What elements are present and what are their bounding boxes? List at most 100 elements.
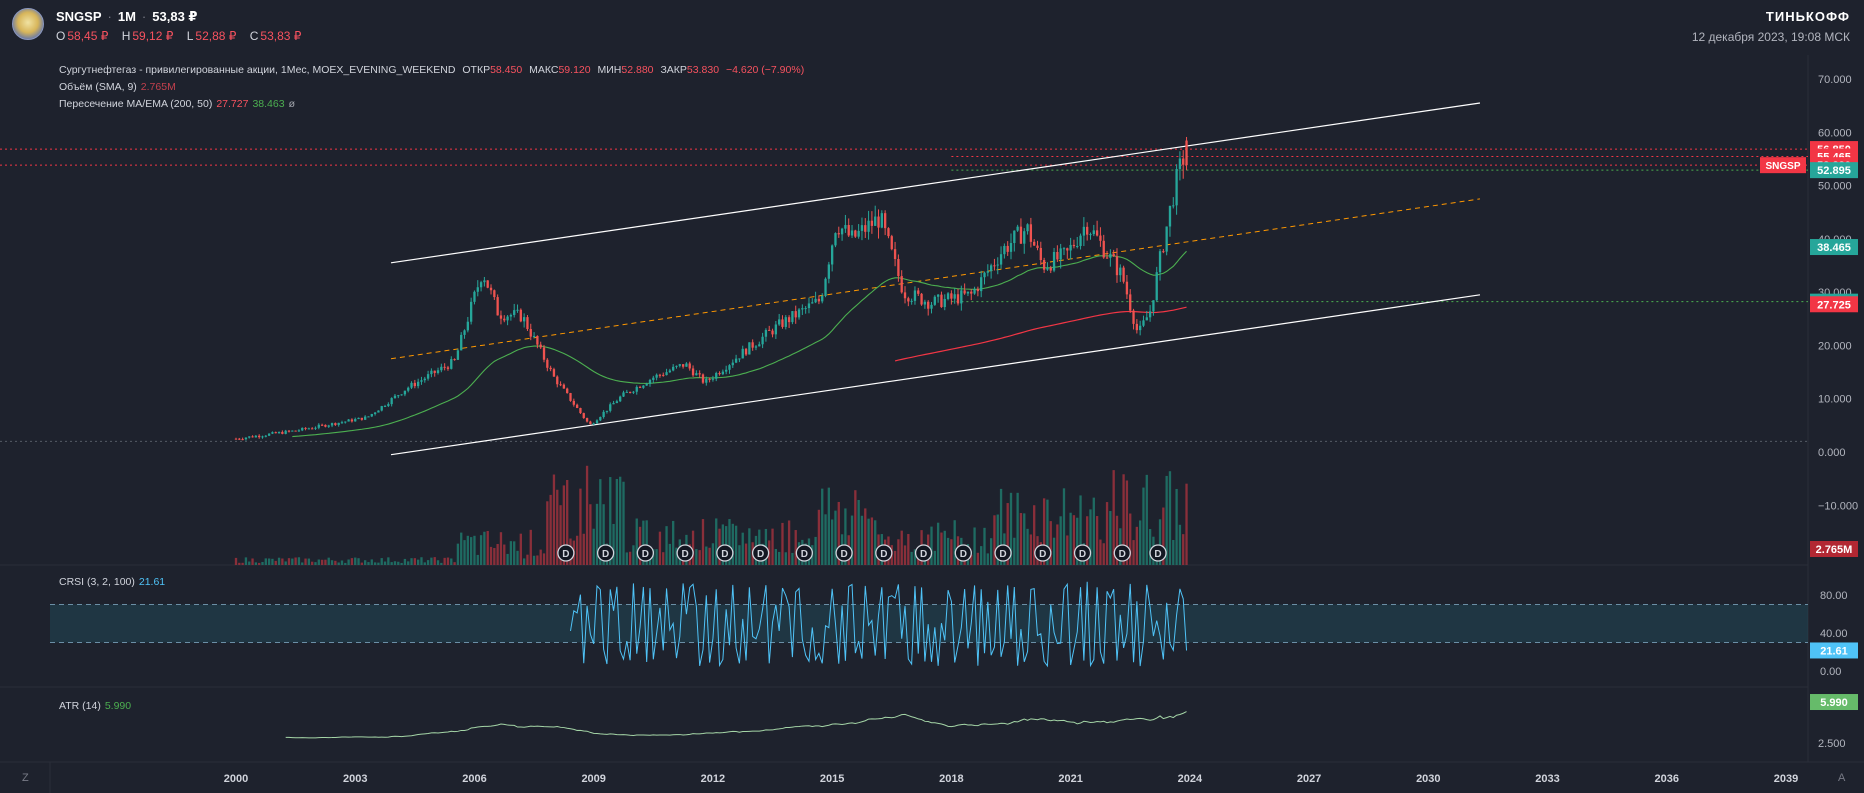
legend-crsi[interactable]: CRSI (3, 2, 100) 21.61: [59, 576, 169, 588]
price-label-text: 52.895: [1817, 165, 1851, 177]
volume-bar: [287, 558, 291, 565]
channel-mid-line: [390, 198, 1481, 360]
volume-bar: [403, 558, 407, 565]
candle-body: [619, 396, 622, 402]
legend-volume-value: 2.765M: [140, 81, 176, 93]
volume-bar: [625, 552, 628, 565]
price-tick-label: 70.000: [1818, 74, 1852, 86]
volume-bar: [261, 561, 264, 565]
candle-body: [781, 319, 784, 327]
dividend-circle: [557, 544, 575, 562]
candle-body: [625, 391, 628, 393]
interval[interactable]: 1M: [117, 9, 136, 24]
volume-bar: [602, 504, 605, 565]
volume-bar: [850, 515, 854, 565]
legend-ma-value2: 38.463: [252, 98, 285, 110]
volume-bar: [463, 540, 466, 565]
volume-bar: [870, 517, 874, 565]
candle-body: [403, 390, 407, 395]
volume-bar: [436, 560, 440, 565]
candle-body: [476, 287, 479, 292]
candle-body: [1165, 226, 1168, 252]
legend-main[interactable]: Сургутнефтегаз - привилегированные акции…: [59, 64, 808, 76]
candle-body: [960, 290, 963, 304]
company-logo: [12, 8, 44, 40]
legend-atr[interactable]: ATR (14) 5.990: [59, 700, 135, 712]
candle-body: [824, 278, 827, 296]
volume-bar: [999, 488, 1003, 565]
candle-body: [1178, 158, 1182, 169]
candle-body: [1129, 294, 1132, 311]
auto-scale-button[interactable]: A: [1838, 772, 1846, 784]
candle-body: [953, 294, 956, 299]
candle-body: [337, 422, 340, 425]
volume-bar: [635, 518, 638, 565]
candle-body: [248, 436, 251, 438]
time-tick-label: 2018: [939, 773, 963, 785]
price-label-box: [1810, 296, 1858, 313]
candle-body: [1115, 256, 1119, 276]
zoom-button[interactable]: Z: [22, 772, 29, 784]
symbol-line[interactable]: SNGSP · 1M · 53,83 ₽: [56, 9, 198, 24]
candle-body: [602, 411, 605, 418]
volume-bar: [854, 490, 857, 565]
volume-bar: [271, 558, 274, 565]
candle-body: [986, 271, 989, 273]
legend-crsi-value: 21.61: [138, 576, 166, 588]
candle-body: [890, 236, 893, 250]
crsi-tick-label: 80.00: [1820, 590, 1848, 602]
candle-body: [1086, 226, 1089, 235]
candle-body: [1135, 323, 1139, 331]
candle-body: [1039, 247, 1042, 261]
legend-volume[interactable]: Объём (SMA, 9) 2.765M: [59, 81, 180, 93]
volume-bar: [989, 538, 993, 565]
dividend-marker: D: [954, 544, 972, 562]
volume-bar: [748, 528, 751, 565]
legend-volume-label: Объём (SMA, 9): [59, 81, 137, 93]
candle-body: [251, 436, 254, 438]
volume-bar: [791, 552, 794, 565]
candle-body: [688, 363, 691, 369]
candle-body: [681, 364, 685, 367]
dividend-letter: D: [757, 549, 764, 560]
volume-bar: [976, 552, 980, 565]
volume-bar: [248, 561, 251, 565]
candle-body: [499, 315, 503, 319]
candle-body: [519, 309, 522, 322]
price-label-text: 38.465: [1817, 242, 1851, 254]
volume-bar: [234, 557, 238, 565]
volume-bar: [860, 515, 864, 565]
ohlc-high: 59,12 ₽: [132, 29, 174, 43]
candle-body: [956, 294, 960, 304]
volume-bar: [592, 528, 595, 565]
volume-bar: [373, 562, 377, 565]
price-label: 21.61: [1810, 642, 1858, 659]
atr-tick-label: 2.500: [1818, 738, 1846, 750]
candle-body: [910, 300, 913, 302]
price-label: 5.990: [1810, 694, 1858, 711]
candle-body: [592, 423, 595, 425]
ema-50-line: [292, 250, 1187, 438]
candle-body: [536, 335, 539, 345]
dividend-circle: [596, 544, 615, 562]
legend-ma[interactable]: Пересечение MA/EMA (200, 50) 27.727 38.463…: [59, 98, 299, 110]
volume-bar: [509, 541, 513, 565]
candle-body: [582, 413, 585, 419]
volume-bar: [251, 558, 254, 565]
symbol[interactable]: SNGSP: [56, 9, 102, 24]
volume-bar: [738, 545, 741, 565]
volume-bar: [483, 531, 486, 565]
volume-bar: [516, 550, 519, 565]
volume-bar: [383, 561, 387, 565]
volume-bar: [668, 543, 672, 565]
candle-body: [258, 435, 261, 438]
volume-bar: [774, 549, 778, 565]
volume-bar: [622, 481, 625, 565]
candle-body: [675, 365, 678, 367]
candle-body: [589, 421, 592, 425]
candle-body: [936, 294, 940, 297]
candle-body: [1026, 224, 1029, 232]
volume-bar: [1145, 474, 1148, 565]
candle-body: [486, 280, 489, 288]
